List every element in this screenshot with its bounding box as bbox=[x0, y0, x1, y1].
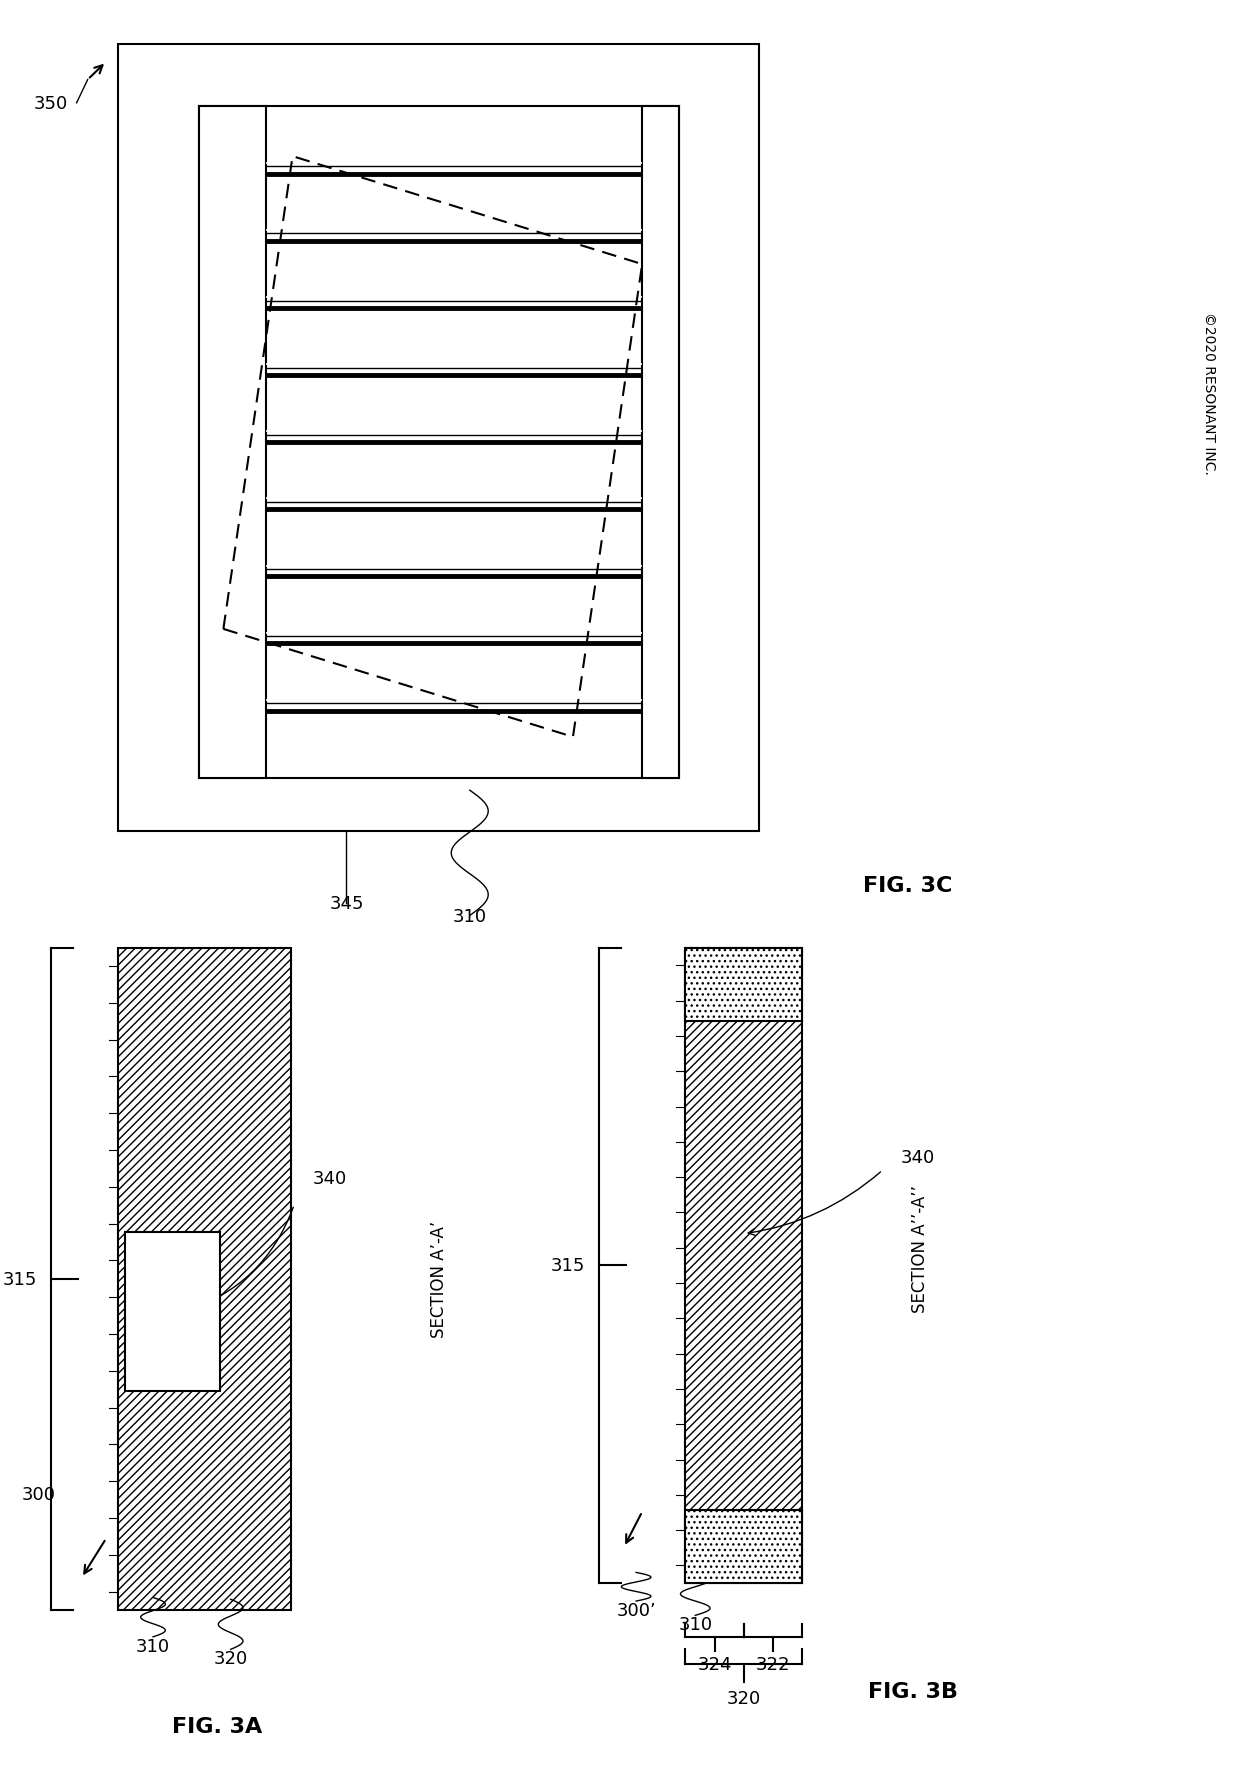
Text: FIG. 3B: FIG. 3B bbox=[868, 1680, 959, 1701]
Bar bbox=[686, 1510, 802, 1583]
Text: 315: 315 bbox=[551, 1256, 585, 1276]
Text: 340: 340 bbox=[312, 1168, 347, 1188]
Text: 310: 310 bbox=[136, 1637, 170, 1655]
Text: 300: 300 bbox=[21, 1485, 56, 1503]
Bar bbox=[198, 107, 680, 778]
Text: 340: 340 bbox=[901, 1149, 935, 1166]
Text: ©2020 RESONANT INC.: ©2020 RESONANT INC. bbox=[1203, 313, 1216, 474]
Text: 345: 345 bbox=[330, 894, 363, 912]
Bar bbox=[119, 45, 759, 832]
Text: 320: 320 bbox=[213, 1649, 248, 1667]
Text: SECTION A’-A’: SECTION A’-A’ bbox=[430, 1220, 448, 1338]
Text: 310: 310 bbox=[453, 907, 487, 925]
Text: SECTION A’’-A’’: SECTION A’’-A’’ bbox=[910, 1184, 929, 1311]
Text: 350: 350 bbox=[33, 95, 68, 113]
Bar bbox=[119, 948, 291, 1610]
Text: 324: 324 bbox=[697, 1655, 732, 1673]
Text: FIG. 3C: FIG. 3C bbox=[863, 875, 952, 896]
Bar bbox=[125, 1233, 221, 1392]
Bar bbox=[686, 948, 802, 1583]
Text: FIG. 3A: FIG. 3A bbox=[172, 1716, 262, 1737]
Bar bbox=[686, 948, 802, 1022]
Bar bbox=[642, 107, 680, 778]
Text: 315: 315 bbox=[2, 1270, 37, 1288]
Text: 322: 322 bbox=[756, 1655, 790, 1673]
Text: 300’: 300’ bbox=[616, 1601, 656, 1619]
Bar bbox=[198, 107, 267, 778]
Text: 320: 320 bbox=[727, 1689, 761, 1707]
Text: 310: 310 bbox=[678, 1615, 712, 1633]
